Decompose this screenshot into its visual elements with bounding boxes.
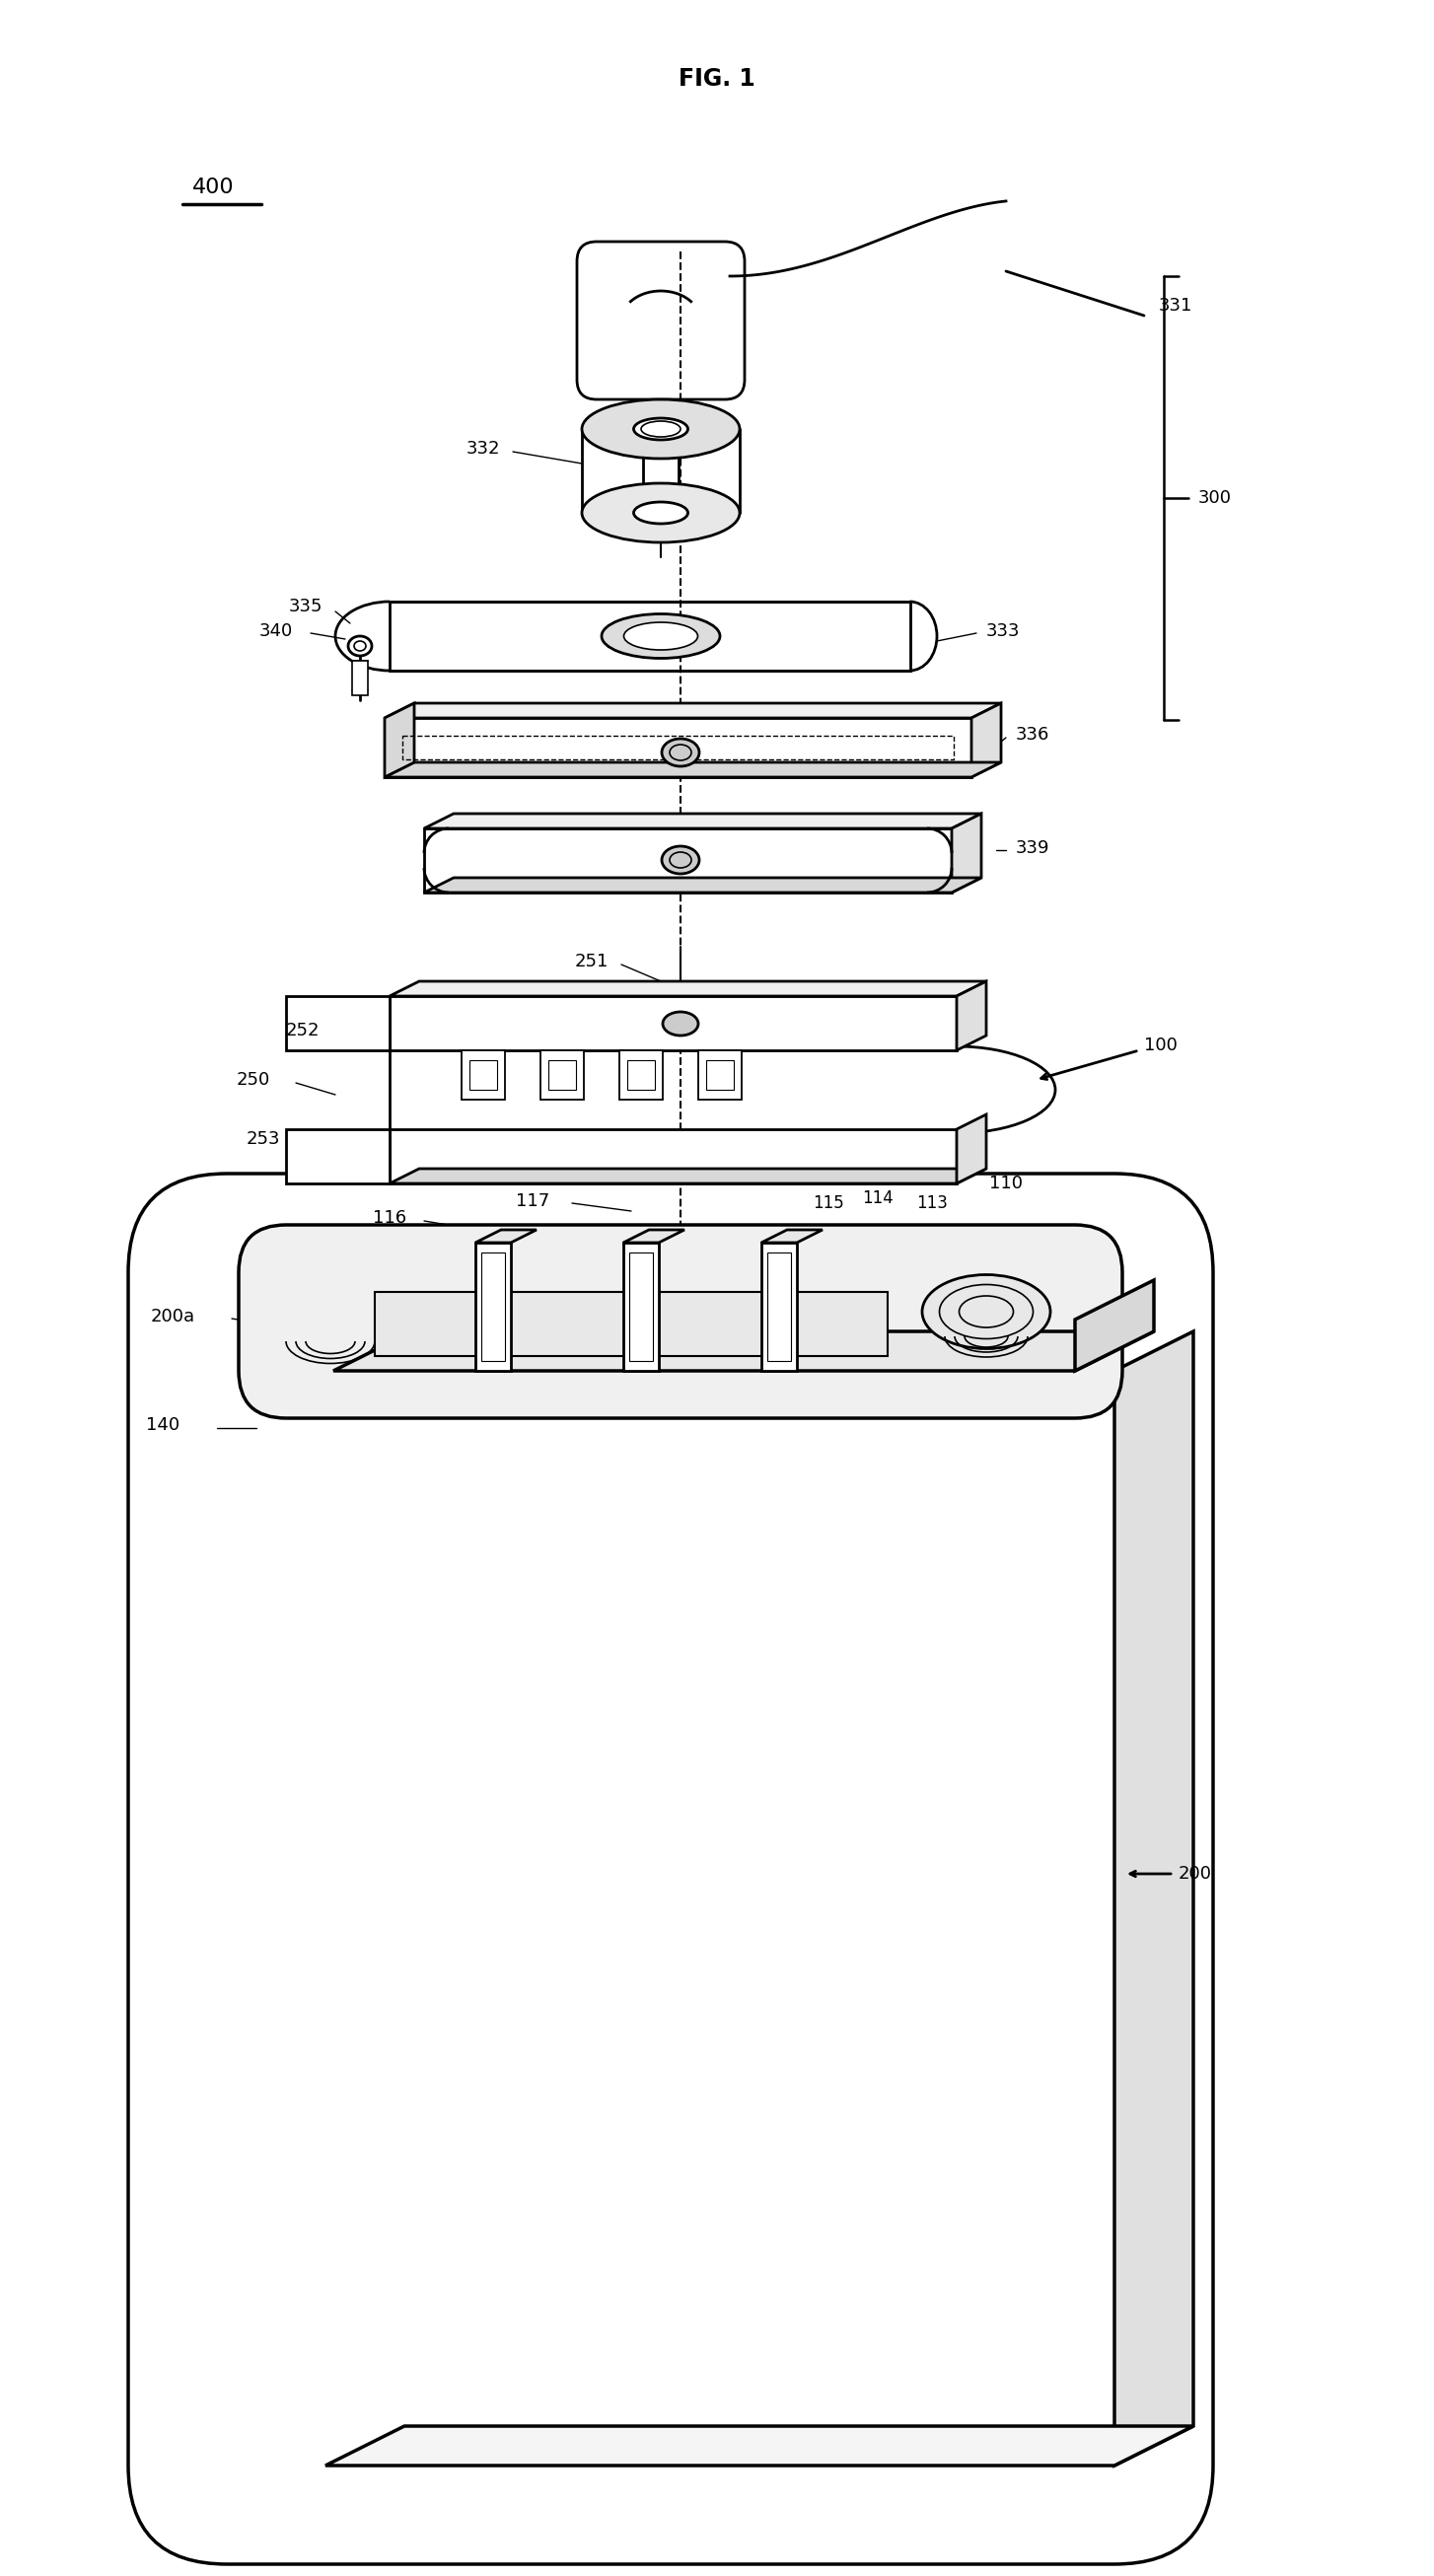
Text: 333: 333 xyxy=(987,623,1020,639)
Polygon shape xyxy=(424,814,981,829)
Text: 115: 115 xyxy=(813,1195,845,1213)
Text: 200: 200 xyxy=(1179,1865,1212,1883)
Polygon shape xyxy=(761,1242,797,1370)
Text: 117: 117 xyxy=(516,1193,549,1211)
Polygon shape xyxy=(462,1051,505,1100)
Polygon shape xyxy=(541,1051,584,1100)
Polygon shape xyxy=(390,1170,987,1182)
Text: 339: 339 xyxy=(1015,840,1050,858)
Text: 118: 118 xyxy=(367,1244,402,1262)
Text: 140: 140 xyxy=(146,1417,179,1435)
Text: 400: 400 xyxy=(192,178,234,198)
Text: 300: 300 xyxy=(1199,489,1232,507)
Polygon shape xyxy=(642,438,678,513)
Text: 250: 250 xyxy=(237,1072,271,1090)
Polygon shape xyxy=(761,1229,823,1242)
Text: FIG. 1: FIG. 1 xyxy=(678,67,756,90)
Polygon shape xyxy=(384,703,414,778)
Text: 340: 340 xyxy=(260,623,293,639)
Polygon shape xyxy=(326,2427,1193,2465)
Text: 114: 114 xyxy=(862,1190,893,1208)
Ellipse shape xyxy=(582,484,740,544)
Polygon shape xyxy=(285,1128,390,1182)
Polygon shape xyxy=(952,814,981,891)
Polygon shape xyxy=(384,762,1001,778)
Text: 253: 253 xyxy=(247,1131,281,1149)
Ellipse shape xyxy=(661,739,700,765)
Polygon shape xyxy=(624,1229,684,1242)
Text: 113: 113 xyxy=(916,1195,948,1213)
Polygon shape xyxy=(390,981,987,997)
Polygon shape xyxy=(475,1229,536,1242)
FancyBboxPatch shape xyxy=(128,1175,1213,2563)
Polygon shape xyxy=(971,703,1001,778)
Ellipse shape xyxy=(634,502,688,523)
Text: 116: 116 xyxy=(373,1208,406,1226)
Polygon shape xyxy=(956,1115,987,1182)
Polygon shape xyxy=(1114,1332,1193,2465)
Text: 251: 251 xyxy=(575,953,608,971)
Polygon shape xyxy=(390,1128,956,1182)
Polygon shape xyxy=(624,1242,658,1370)
Polygon shape xyxy=(424,829,952,891)
Ellipse shape xyxy=(624,623,698,649)
Polygon shape xyxy=(698,1051,741,1100)
Text: 110: 110 xyxy=(989,1175,1022,1193)
Polygon shape xyxy=(619,1051,663,1100)
Ellipse shape xyxy=(602,613,720,659)
Ellipse shape xyxy=(582,399,740,459)
Polygon shape xyxy=(390,603,909,670)
Polygon shape xyxy=(475,1242,511,1370)
Polygon shape xyxy=(424,878,981,891)
Polygon shape xyxy=(384,703,1001,719)
Ellipse shape xyxy=(663,1012,698,1036)
Polygon shape xyxy=(333,1332,1154,1370)
Text: 200a: 200a xyxy=(151,1309,195,1327)
Text: 100: 100 xyxy=(1144,1036,1177,1054)
Ellipse shape xyxy=(661,845,700,873)
Polygon shape xyxy=(353,662,369,696)
Text: 331: 331 xyxy=(1159,296,1193,314)
Text: 332: 332 xyxy=(466,440,500,459)
Polygon shape xyxy=(390,997,956,1051)
Text: 336: 336 xyxy=(1015,726,1050,744)
Polygon shape xyxy=(956,981,987,1051)
Polygon shape xyxy=(285,997,390,1051)
Ellipse shape xyxy=(348,636,371,657)
Ellipse shape xyxy=(922,1275,1050,1350)
Polygon shape xyxy=(1076,1280,1154,1370)
Text: 335: 335 xyxy=(288,598,323,616)
Ellipse shape xyxy=(634,417,688,440)
Text: 252: 252 xyxy=(285,1023,320,1041)
Polygon shape xyxy=(374,1293,888,1355)
Polygon shape xyxy=(384,719,971,778)
FancyBboxPatch shape xyxy=(238,1224,1123,1419)
